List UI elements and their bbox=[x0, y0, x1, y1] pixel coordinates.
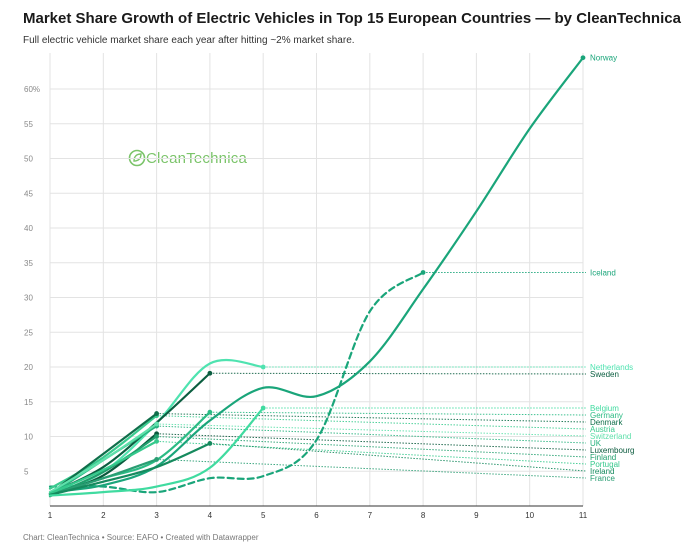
series-line bbox=[48, 442, 211, 496]
y-tick-label: 10 bbox=[24, 433, 33, 442]
y-tick-label: 20 bbox=[24, 363, 33, 372]
x-tick-label: 9 bbox=[474, 511, 479, 520]
series-line bbox=[48, 406, 265, 497]
y-tick-label: 60% bbox=[24, 85, 40, 94]
series-endpoint bbox=[154, 434, 160, 439]
series-endpoint bbox=[207, 409, 213, 415]
series-line bbox=[48, 414, 158, 490]
series-endpoint bbox=[580, 55, 586, 61]
reference-line bbox=[156, 436, 587, 458]
reference-line bbox=[156, 423, 587, 437]
reference-line bbox=[209, 372, 587, 375]
y-tick-label: 40 bbox=[24, 224, 33, 233]
y-tick-label: 55 bbox=[24, 120, 33, 129]
reference-line bbox=[156, 415, 587, 430]
x-tick-label: 6 bbox=[314, 511, 319, 520]
series-label: France bbox=[590, 474, 615, 483]
x-tick-label: 5 bbox=[261, 511, 266, 520]
chart-footer: Chart: CleanTechnica • Source: EAFO • Cr… bbox=[23, 533, 259, 542]
series-label: Austria bbox=[590, 425, 615, 434]
reference-line bbox=[156, 458, 587, 479]
reference-lines bbox=[156, 271, 587, 479]
x-tick-label: 4 bbox=[208, 511, 213, 520]
series-line bbox=[48, 440, 158, 495]
series-label: Ireland bbox=[590, 467, 614, 476]
series-label: Finland bbox=[590, 453, 616, 462]
series-endpoint bbox=[207, 441, 213, 446]
x-tick-label: 7 bbox=[368, 511, 373, 520]
series-label: UK bbox=[590, 439, 602, 448]
series-lines bbox=[48, 55, 586, 498]
series-label: Iceland bbox=[590, 268, 616, 277]
x-tick-label: 3 bbox=[154, 511, 159, 520]
y-tick-label: 15 bbox=[24, 398, 33, 407]
y-tick-label: 25 bbox=[24, 328, 33, 337]
series-endpoint bbox=[154, 438, 160, 444]
y-tick-label: 35 bbox=[24, 259, 33, 268]
series-line bbox=[48, 271, 425, 494]
series-line bbox=[48, 422, 158, 494]
series-endpoint bbox=[207, 370, 213, 376]
series-label: Luxembourg bbox=[590, 446, 634, 455]
x-tick-label: 10 bbox=[525, 511, 534, 520]
y-tick-label: 30 bbox=[24, 294, 33, 303]
y-tick-label: 45 bbox=[24, 189, 33, 198]
chart-subtitle: Full electric vehicle market share each … bbox=[23, 35, 355, 46]
series-label: Sweden bbox=[590, 370, 619, 379]
x-tick-label: 1 bbox=[48, 511, 53, 520]
reference-line bbox=[156, 413, 587, 423]
series-endpoint bbox=[154, 411, 160, 416]
series-endpoint bbox=[260, 364, 266, 370]
series-label: Belgium bbox=[590, 404, 619, 413]
y-tick-label: 5 bbox=[24, 467, 29, 476]
series-label: Netherlands bbox=[590, 363, 633, 372]
series-label: Denmark bbox=[590, 418, 623, 427]
series-endpoint bbox=[154, 421, 160, 427]
series-endpoint bbox=[420, 270, 426, 275]
series-endpoint bbox=[260, 405, 266, 411]
reference-line bbox=[156, 425, 587, 444]
reference-line bbox=[209, 411, 587, 416]
series-endpoint bbox=[154, 457, 160, 462]
series-line bbox=[48, 411, 211, 495]
chart-title: Market Share Growth of Electric Vehicles… bbox=[23, 10, 681, 27]
x-tick-label: 2 bbox=[101, 511, 106, 520]
series-label: Switzerland bbox=[590, 432, 631, 441]
y-tick-label: 50 bbox=[24, 155, 33, 164]
reference-line bbox=[156, 440, 587, 465]
x-tick-label: 8 bbox=[421, 511, 426, 520]
grid bbox=[49, 53, 584, 507]
series-label: Germany bbox=[590, 411, 623, 420]
x-tick-label: 11 bbox=[579, 511, 588, 520]
reference-line bbox=[156, 433, 587, 451]
series-label: Portugal bbox=[590, 460, 620, 469]
series-label: Norway bbox=[590, 54, 617, 63]
